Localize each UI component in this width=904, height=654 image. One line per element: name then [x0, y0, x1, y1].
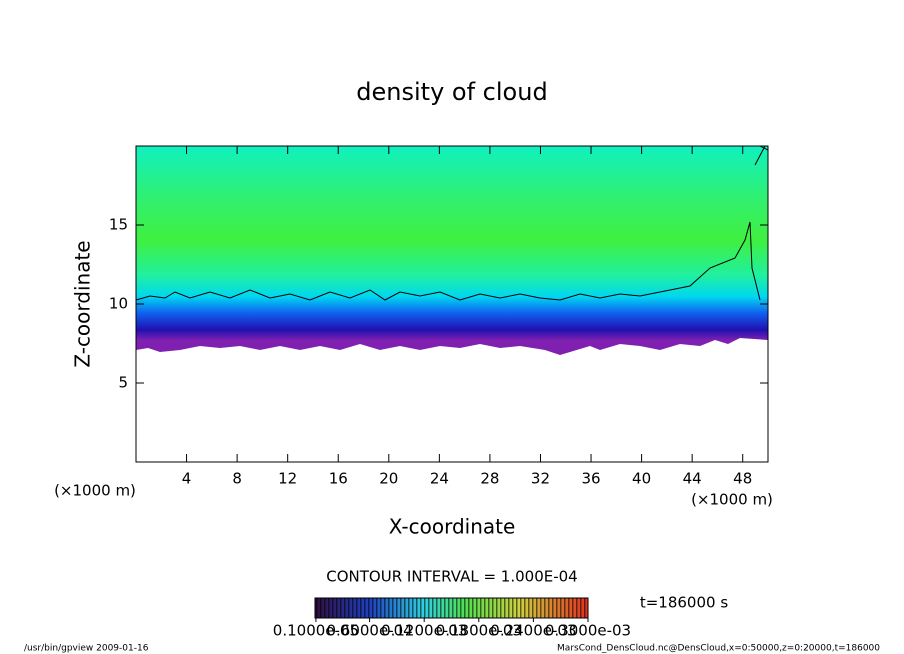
- colorbar-tick-label: 0.6000e-04: [326, 622, 412, 640]
- contour-interval: CONTOUR INTERVAL = 1.000E-04: [326, 568, 577, 586]
- x-tick-label: 12: [278, 470, 297, 488]
- colorbar-stripes: [314, 597, 589, 619]
- x-tick-label: 20: [379, 470, 398, 488]
- time-label: t=186000 s: [640, 594, 728, 612]
- y-axis-label: Z-coordinate: [71, 240, 95, 367]
- x-axis-label: X-coordinate: [389, 515, 516, 539]
- y-unit: (×1000 m): [54, 482, 136, 500]
- y-tick-label: 10: [109, 295, 128, 313]
- colorbar-tick-label: 0.2400e-03: [490, 622, 576, 640]
- field: [136, 146, 768, 355]
- x-tick-label: 32: [531, 470, 550, 488]
- x-tick-label: 48: [733, 470, 752, 488]
- x-tick-label: 44: [683, 470, 702, 488]
- x-tick-label: 8: [232, 470, 242, 488]
- colorbar-tick-label: 0.1000e-05: [273, 622, 359, 640]
- x-tick-label: 4: [182, 470, 192, 488]
- y-tick-label: 15: [109, 216, 128, 234]
- x-tick-label: 24: [430, 470, 449, 488]
- x-tick-label: 40: [632, 470, 651, 488]
- footer-left: /usr/bin/gpview 2009-01-16: [24, 644, 149, 654]
- x-tick-label: 16: [329, 470, 348, 488]
- x-tick-label: 28: [480, 470, 499, 488]
- chart-title: density of cloud: [356, 78, 547, 106]
- footer-right: MarsCond_DensCloud.nc@DensCloud,x=0:5000…: [557, 644, 880, 654]
- colorbar-tick-label: 0.1800e-03: [436, 622, 522, 640]
- x-unit: (×1000 m): [691, 491, 773, 509]
- colorbar-tick-label: 0.3000e-03: [545, 622, 631, 640]
- y-tick-label: 5: [118, 374, 128, 392]
- x-tick-label: 36: [581, 470, 600, 488]
- colorbar-tick-label: 0.1200e-03: [381, 622, 467, 640]
